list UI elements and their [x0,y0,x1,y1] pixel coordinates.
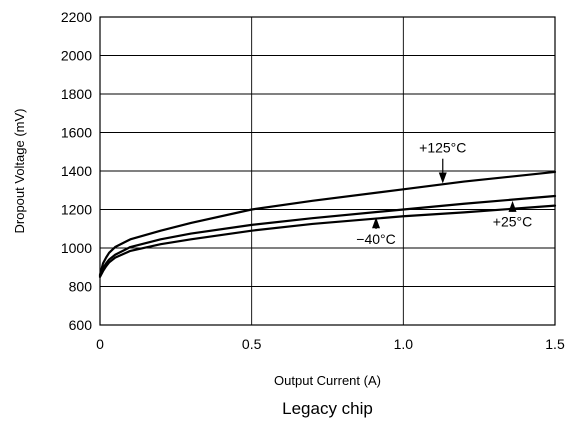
series-lines [98,170,557,278]
y-tick-label: 2200 [61,9,92,25]
annotations: +125°C +25°C −40°C [356,140,532,247]
y-tick-label: 1600 [61,125,92,141]
annotation-arrowhead [438,172,447,184]
y-tick-label: 1400 [61,163,92,179]
annotation-label: +25°C [493,214,532,230]
x-tick-label: 1.0 [394,336,414,352]
grid-lines [99,16,556,326]
series-line [98,204,557,278]
x-tick-labels: 0 0.5 1.0 1.5 [96,336,565,352]
series-line [98,194,557,278]
y-tick-label: 1000 [61,240,92,256]
x-axis-label: Output Current (A) [274,373,381,388]
y-tick-label: 800 [69,279,93,295]
y-tick-label: 2000 [61,48,92,64]
x-tick-label: 0 [96,336,104,352]
annotation-arrowhead [508,200,517,212]
annotation-label: +125°C [419,140,466,156]
annotation-label: −40°C [356,231,395,247]
series-line [98,170,557,277]
y-tick-label: 1200 [61,202,92,218]
y-tick-labels: 600 800 1000 1200 1400 1600 1800 2000 2200 [61,9,92,333]
annotation-arrowhead [372,217,381,229]
y-tick-label: 1800 [61,86,92,102]
y-tick-label: 600 [69,317,93,333]
chart-caption: Legacy chip [282,399,373,418]
x-tick-label: 0.5 [242,336,262,352]
x-tick-label: 1.5 [545,336,565,352]
y-axis-label: Dropout Voltage (mV) [12,108,27,233]
